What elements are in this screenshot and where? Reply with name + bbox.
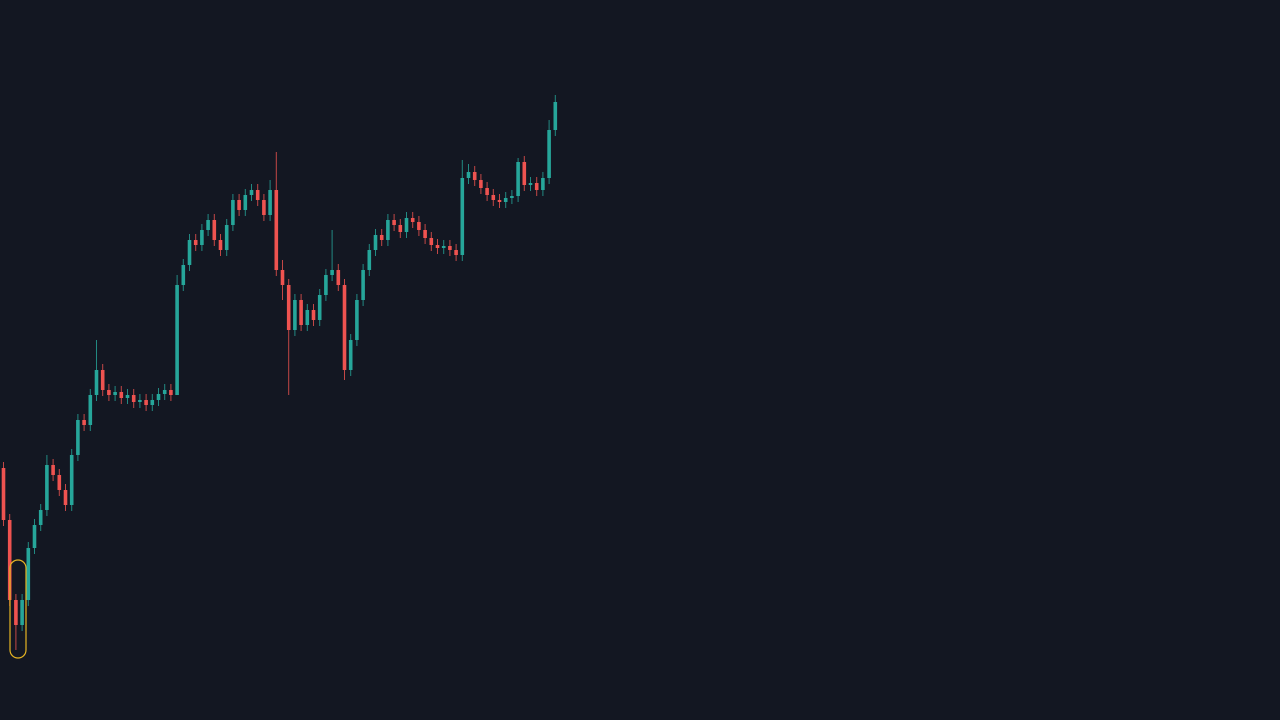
candle-body xyxy=(367,250,372,270)
candle-body xyxy=(274,190,279,270)
candle-body xyxy=(280,270,285,285)
candle-body xyxy=(448,246,452,250)
candle-body xyxy=(51,465,55,475)
candle-body xyxy=(398,225,403,232)
candle-body xyxy=(218,240,223,250)
candle-body xyxy=(255,190,260,200)
candle-body xyxy=(485,188,489,195)
candle-body xyxy=(150,400,155,405)
candle-body xyxy=(373,235,378,250)
candle-body xyxy=(324,275,328,295)
candle-body xyxy=(522,162,527,185)
candle-body xyxy=(268,190,272,215)
candle-body xyxy=(237,200,241,210)
candle-body xyxy=(541,178,545,190)
candle-body xyxy=(249,190,254,195)
candle-body xyxy=(479,180,483,188)
candle-body xyxy=(441,246,446,248)
candle-body xyxy=(69,455,74,505)
candle-body xyxy=(231,200,235,225)
candle-body xyxy=(94,370,99,395)
candle-body xyxy=(26,548,31,600)
candle-body xyxy=(361,270,365,300)
candle-body xyxy=(206,220,210,230)
candle-body xyxy=(336,270,341,285)
candle-body xyxy=(45,465,49,510)
candle-body xyxy=(342,285,347,370)
highlight-marker xyxy=(9,559,27,659)
candle-body xyxy=(404,218,409,232)
candle-body xyxy=(7,520,12,600)
candle-body xyxy=(547,130,551,178)
candle-body xyxy=(355,300,359,340)
candle-body xyxy=(503,198,508,202)
candle-body xyxy=(317,295,322,320)
candle-body xyxy=(410,218,415,222)
candle-body xyxy=(305,310,310,325)
candle-body xyxy=(144,400,148,405)
candle-body xyxy=(187,240,192,265)
candle-body xyxy=(32,525,37,548)
candle-body xyxy=(311,310,316,320)
candle-body xyxy=(429,238,434,245)
candle-body xyxy=(156,394,161,400)
candle-body xyxy=(125,395,130,398)
candle-body xyxy=(262,200,266,215)
candle-body xyxy=(1,468,6,520)
candle-body xyxy=(200,230,204,245)
candle-body xyxy=(88,395,93,425)
candle-body xyxy=(553,102,558,130)
candle-body xyxy=(175,285,179,395)
candle-body xyxy=(38,510,43,525)
candle-body xyxy=(243,195,248,210)
candle-body xyxy=(76,420,80,455)
candle-body xyxy=(193,240,198,245)
candle-body xyxy=(330,270,334,275)
candle-body xyxy=(472,172,477,180)
candle-body xyxy=(169,390,173,395)
candle-body xyxy=(181,265,186,285)
candle-body xyxy=(516,162,520,196)
candle-body xyxy=(100,370,105,390)
candle-body xyxy=(14,600,18,625)
candle-body xyxy=(82,420,86,425)
candle-body xyxy=(348,340,353,370)
candle-body xyxy=(119,392,124,398)
candle-body xyxy=(107,390,111,395)
candle-body xyxy=(460,178,465,255)
candle-body xyxy=(212,220,217,240)
candle-body xyxy=(293,300,297,330)
candle-body xyxy=(510,196,514,198)
candle-body xyxy=(528,183,533,185)
candle-body xyxy=(20,600,24,625)
candle-body xyxy=(497,200,502,202)
candle-body xyxy=(454,250,458,255)
candle-body xyxy=(162,390,167,394)
candle-body xyxy=(435,245,440,248)
candle-body xyxy=(113,392,117,395)
candle-body xyxy=(63,490,68,505)
candle-body xyxy=(138,400,142,402)
candle-body xyxy=(224,225,229,250)
candle-body xyxy=(131,395,136,402)
candle-body xyxy=(423,230,427,238)
candle-body xyxy=(417,222,421,230)
candle-body xyxy=(466,172,471,178)
candle-body xyxy=(286,285,291,330)
candle-body xyxy=(491,195,496,200)
candle-body xyxy=(534,183,539,190)
candle-body xyxy=(57,475,62,490)
candle-body xyxy=(392,220,396,225)
candle-body xyxy=(299,300,303,325)
candle-body xyxy=(379,235,384,240)
candle-body xyxy=(386,220,390,240)
